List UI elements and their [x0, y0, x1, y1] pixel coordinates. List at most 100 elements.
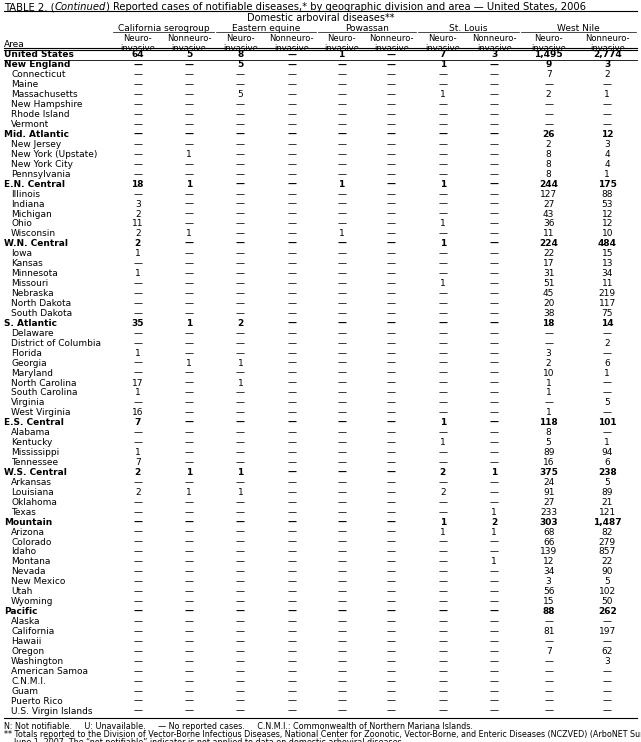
Text: TABLE 2. (: TABLE 2. (: [4, 2, 54, 12]
Text: —: —: [490, 587, 499, 597]
Text: —: —: [236, 528, 245, 536]
Text: —: —: [490, 190, 499, 199]
Text: —: —: [490, 448, 499, 457]
Text: —: —: [287, 677, 296, 686]
Text: —: —: [603, 617, 612, 626]
Text: 38: 38: [543, 309, 554, 318]
Text: —: —: [387, 537, 396, 547]
Text: —: —: [337, 627, 346, 636]
Text: —: —: [185, 378, 194, 387]
Text: —: —: [490, 398, 499, 407]
Text: —: —: [236, 259, 245, 268]
Text: —: —: [185, 190, 194, 199]
Text: —: —: [185, 508, 194, 516]
Text: —: —: [133, 140, 142, 149]
Text: —: —: [544, 398, 553, 407]
Text: 20: 20: [543, 299, 554, 308]
Text: —: —: [185, 677, 194, 686]
Text: United States: United States: [4, 50, 74, 59]
Text: —: —: [185, 240, 194, 249]
Text: —: —: [236, 518, 245, 527]
Text: —: —: [287, 487, 296, 497]
Text: —: —: [438, 259, 447, 268]
Text: —: —: [236, 140, 245, 149]
Text: —: —: [185, 130, 194, 139]
Text: —: —: [236, 200, 245, 209]
Text: —: —: [387, 349, 396, 358]
Text: —: —: [236, 458, 245, 467]
Text: 2: 2: [604, 339, 610, 348]
Text: —: —: [337, 279, 346, 288]
Text: —: —: [236, 438, 245, 447]
Text: —: —: [287, 339, 296, 348]
Text: Minnesota: Minnesota: [11, 269, 58, 278]
Text: 7: 7: [545, 70, 551, 79]
Text: —: —: [438, 597, 447, 606]
Text: 1: 1: [186, 229, 192, 238]
Text: —: —: [490, 100, 499, 109]
Text: —: —: [603, 408, 612, 417]
Text: —: —: [387, 339, 396, 348]
Text: —: —: [185, 269, 194, 278]
Text: Neuro-
invasive: Neuro- invasive: [531, 34, 566, 53]
Text: 117: 117: [599, 299, 616, 308]
Text: —: —: [490, 647, 499, 656]
Text: —: —: [133, 259, 142, 268]
Text: Area: Area: [4, 40, 25, 49]
Text: —: —: [236, 478, 245, 487]
Text: —: —: [287, 60, 296, 70]
Text: —: —: [603, 677, 612, 686]
Text: —: —: [287, 418, 296, 427]
Text: —: —: [337, 657, 346, 666]
Text: —: —: [438, 557, 447, 566]
Text: —: —: [490, 140, 499, 149]
Text: —: —: [133, 70, 142, 79]
Text: —: —: [603, 100, 612, 109]
Text: —: —: [133, 80, 142, 89]
Text: —: —: [236, 190, 245, 199]
Text: —: —: [133, 190, 142, 199]
Text: —: —: [544, 80, 553, 89]
Text: 88: 88: [542, 607, 555, 616]
Text: —: —: [185, 408, 194, 417]
Text: 14: 14: [601, 319, 613, 328]
Text: —: —: [185, 647, 194, 656]
Text: —: —: [287, 568, 296, 577]
Text: Massachusetts: Massachusetts: [11, 91, 78, 99]
Text: Kansas: Kansas: [11, 259, 43, 268]
Text: —: —: [490, 269, 499, 278]
Text: —: —: [185, 140, 194, 149]
Text: New York City: New York City: [11, 160, 73, 169]
Text: —: —: [387, 140, 396, 149]
Text: —: —: [133, 677, 142, 686]
Text: Louisiana: Louisiana: [11, 487, 54, 497]
Text: —: —: [185, 70, 194, 79]
Text: 10: 10: [601, 229, 613, 238]
Text: —: —: [337, 498, 346, 507]
Text: —: —: [438, 577, 447, 586]
Text: —: —: [133, 498, 142, 507]
Text: 2: 2: [546, 140, 551, 149]
Text: —: —: [544, 706, 553, 715]
Text: 62: 62: [601, 647, 613, 656]
Text: —: —: [387, 110, 396, 119]
Text: —: —: [287, 647, 296, 656]
Text: 9: 9: [545, 60, 552, 70]
Text: —: —: [133, 289, 142, 298]
Text: —: —: [603, 637, 612, 646]
Text: —: —: [438, 706, 447, 715]
Text: 53: 53: [601, 200, 613, 209]
Text: —: —: [490, 60, 499, 70]
Text: 2: 2: [604, 70, 610, 79]
Text: —: —: [387, 637, 396, 646]
Text: E.S. Central: E.S. Central: [4, 418, 64, 427]
Text: —: —: [337, 220, 346, 229]
Text: 1,495: 1,495: [535, 50, 563, 59]
Text: —: —: [387, 597, 396, 606]
Text: —: —: [133, 587, 142, 597]
Text: —: —: [185, 91, 194, 99]
Text: 1: 1: [135, 269, 140, 278]
Text: West Virginia: West Virginia: [11, 408, 71, 417]
Text: —: —: [287, 607, 296, 616]
Text: —: —: [337, 617, 346, 626]
